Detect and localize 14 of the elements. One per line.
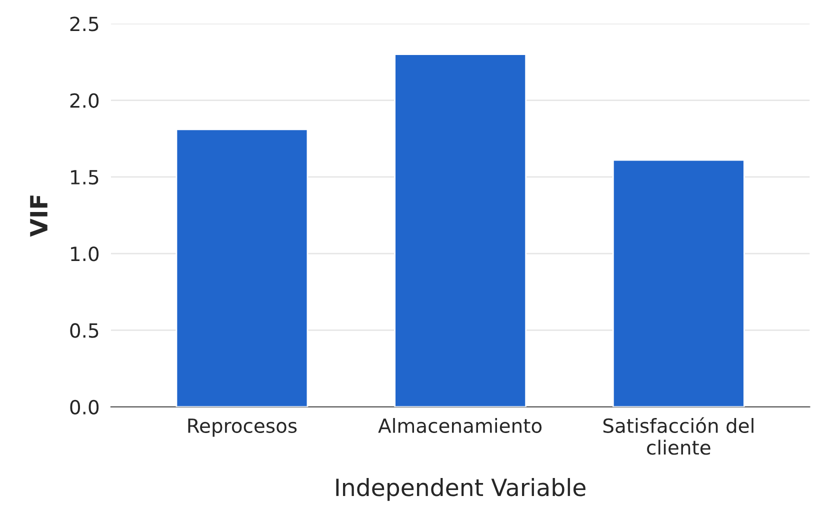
bar	[176, 128, 308, 407]
x-tick-label: Satisfacción del cliente	[603, 417, 754, 455]
y-tick-label: 1.0	[71, 246, 99, 262]
y-tick-label: 0.5	[70, 323, 98, 338]
x-tick-label: Reprocesos	[188, 418, 297, 437]
bar	[394, 54, 527, 407]
y-tick-label: 2.5	[70, 16, 98, 32]
y-tick-label: 2.0	[70, 93, 99, 108]
y-axis-title: VIF	[30, 196, 48, 237]
y-tick-label: 0.0	[70, 400, 99, 415]
x-tick-label: Almacenamiento	[378, 418, 542, 434]
y-tick-label: 1.5	[71, 170, 98, 185]
x-axis-title: Independent Variable	[336, 478, 586, 501]
bar	[612, 159, 745, 407]
